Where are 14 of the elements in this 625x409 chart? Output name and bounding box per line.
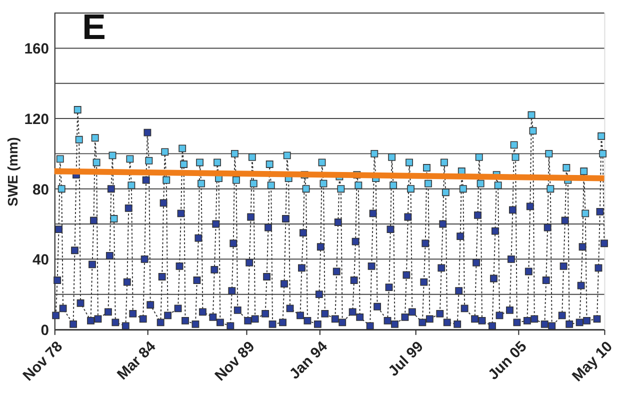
x-tick-label: Nov 89 xyxy=(212,338,258,385)
y-tick-label: 120 xyxy=(24,112,49,128)
y-tick-label: 160 xyxy=(24,42,49,58)
x-tick-label: Nov 78 xyxy=(20,338,66,385)
y-axis-title: SWE (mm) xyxy=(4,137,20,206)
y-tick-label: 40 xyxy=(32,252,49,269)
x-tick-label: Jun 05 xyxy=(486,338,530,384)
x-tick-label: May 10 xyxy=(570,338,616,386)
y-tick-label: 80 xyxy=(32,182,49,198)
x-tick-label: Mar 84 xyxy=(114,338,160,384)
y-tick-label: 0 xyxy=(40,322,49,339)
x-tick-label: Jan 94 xyxy=(286,338,332,383)
x-tick-label: Jul 99 xyxy=(386,338,427,380)
annotation: E xyxy=(82,6,106,47)
